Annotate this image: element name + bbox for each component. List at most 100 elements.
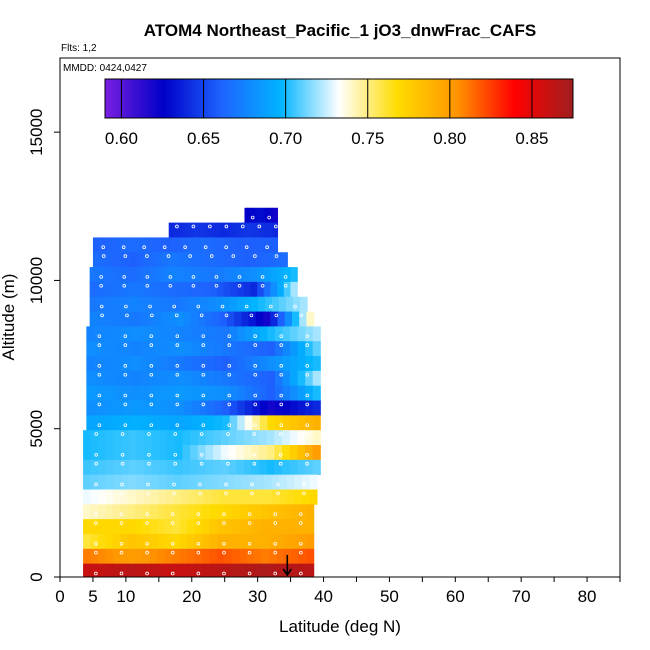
heatmap-cell <box>101 415 110 431</box>
heatmap-cell <box>222 415 231 431</box>
heatmap-cell <box>146 385 155 401</box>
sample-marker <box>274 313 279 318</box>
heatmap-cell <box>239 504 248 520</box>
heatmap-cell <box>96 267 104 283</box>
heatmap-cell <box>139 370 148 387</box>
heatmap-cell <box>164 534 173 550</box>
sample-marker <box>175 402 180 407</box>
heatmap-cell <box>129 281 138 298</box>
sample-marker <box>278 432 283 436</box>
heatmap-cell <box>281 459 291 476</box>
heatmap-cell <box>297 385 306 401</box>
sample-marker <box>121 245 126 250</box>
sample-marker <box>120 432 125 436</box>
sample-marker <box>97 423 102 427</box>
heatmap-cell <box>250 267 258 283</box>
heatmap-cell <box>93 400 103 416</box>
heatmap-cell <box>219 311 228 327</box>
sample-marker <box>299 521 303 525</box>
heatmap-cell <box>264 296 273 312</box>
heatmap-cell <box>149 267 158 283</box>
sample-marker <box>150 313 154 318</box>
heatmap-cell <box>229 385 238 401</box>
heatmap-cell <box>252 415 261 431</box>
heatmap-cell <box>89 267 97 283</box>
heatmap-cell <box>306 548 315 565</box>
sample-marker <box>250 491 254 496</box>
colorbar-tick-label: 0.60 <box>105 129 138 148</box>
heatmap-cell <box>210 267 218 283</box>
heatmap-cell <box>298 519 307 535</box>
heatmap-cell <box>214 370 223 387</box>
sample-marker <box>201 343 206 347</box>
heatmap-cell <box>116 370 125 387</box>
heatmap-cell <box>222 400 231 416</box>
heatmap-cell <box>157 519 166 535</box>
heatmap-cell <box>259 237 267 253</box>
heatmap-cell <box>124 385 133 401</box>
sample-marker <box>101 254 106 258</box>
sample-marker <box>196 571 201 576</box>
sample-marker <box>227 364 232 368</box>
heatmap-cell <box>176 415 186 431</box>
heatmap-cell <box>226 489 235 505</box>
heatmap-cell <box>97 563 106 577</box>
heatmap-cell <box>214 385 223 401</box>
sample-marker <box>147 461 151 466</box>
heatmap-cell <box>212 222 218 238</box>
sample-marker <box>191 224 196 229</box>
heatmap-cell <box>190 445 199 461</box>
heatmap-cell <box>209 519 218 535</box>
heatmap-cell <box>306 311 315 327</box>
heatmap-cell <box>249 474 258 490</box>
heatmap-cell <box>161 311 170 327</box>
heatmap-cell <box>230 281 238 298</box>
heatmap-cell <box>111 252 119 268</box>
sample-marker <box>94 521 98 525</box>
sample-marker <box>100 313 104 318</box>
heatmap-cell <box>279 296 287 312</box>
heatmap-cell <box>203 281 211 298</box>
sample-marker <box>267 215 271 220</box>
heatmap-cell <box>259 400 269 416</box>
heatmap-cell <box>259 415 269 431</box>
heatmap-cell <box>83 534 92 550</box>
heatmap-cell <box>237 252 245 268</box>
heatmap-cell <box>246 222 252 238</box>
heatmap-cell <box>169 341 178 357</box>
colorbar-tick-label: 0.80 <box>433 129 466 148</box>
heatmap-cell <box>290 356 299 372</box>
x-tick-label: 0 <box>55 587 64 606</box>
heatmap-cell <box>101 326 110 342</box>
heatmap-cell <box>190 281 198 298</box>
heatmap-cell <box>142 519 151 535</box>
heatmap-cell <box>97 548 106 565</box>
heatmap-cell <box>194 504 203 520</box>
heatmap-cell <box>277 311 286 327</box>
sample-marker <box>222 571 226 576</box>
heatmap-cell <box>174 459 184 476</box>
heatmap-cell <box>101 370 110 387</box>
heatmap-cell <box>167 459 176 476</box>
sample-marker <box>122 275 127 279</box>
heatmap-cell <box>222 296 231 312</box>
heatmap-cell <box>86 400 95 416</box>
sample-marker <box>94 482 98 487</box>
heatmap-cell <box>105 489 114 505</box>
heatmap-cell <box>154 370 163 387</box>
heatmap-cell <box>104 311 112 327</box>
heatmap-cell <box>216 563 225 577</box>
heatmap-cell <box>151 459 161 476</box>
heatmap-cell <box>121 430 130 446</box>
heatmap-cell <box>188 489 197 505</box>
sample-marker <box>222 521 226 525</box>
x-tick-label: 50 <box>380 587 399 606</box>
heatmap-cell <box>106 430 115 446</box>
heatmap-cell <box>130 252 138 268</box>
heatmap-cell <box>269 207 273 223</box>
heatmap-cell <box>290 385 299 401</box>
heatmap-cell <box>183 267 191 283</box>
heatmap-cell <box>131 356 140 372</box>
sample-marker <box>201 393 206 398</box>
heatmap-cell <box>276 504 285 520</box>
